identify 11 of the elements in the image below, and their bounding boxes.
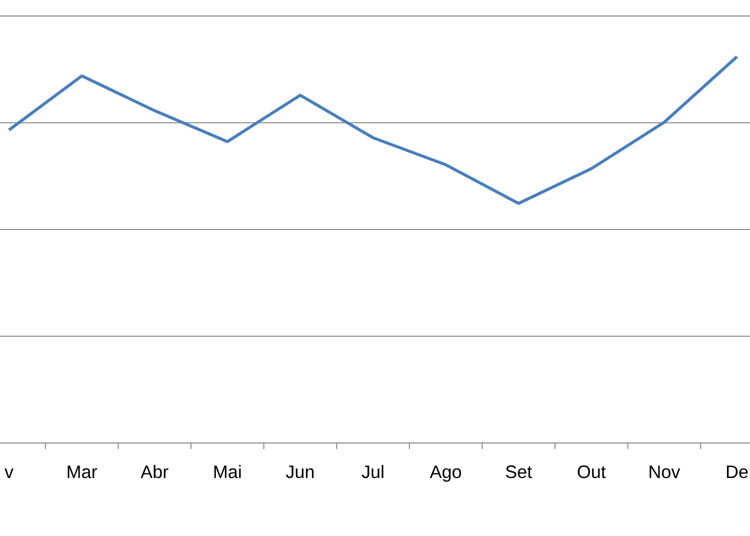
x-tick-label: Nov xyxy=(650,466,680,478)
x-tick-label: De xyxy=(726,466,748,478)
x-tick-label: v xyxy=(4,468,14,478)
x-tick-label: Out xyxy=(578,465,606,478)
x-tick-label: Mar xyxy=(68,466,97,478)
x-tick-label: Set xyxy=(506,465,532,478)
x-tick-label: Jun xyxy=(286,466,314,478)
x-tick-label: Ago xyxy=(430,466,462,482)
x-tick-label: Abr xyxy=(140,464,168,478)
x-tick-label: Jul xyxy=(362,464,384,478)
x-tick-label: Mai xyxy=(214,464,241,478)
